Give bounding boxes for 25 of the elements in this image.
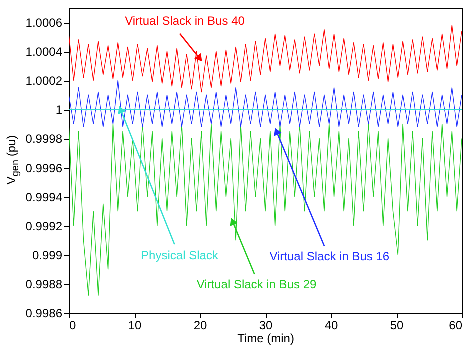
y-tick-label: 1.0006 — [26, 16, 63, 30]
y-tick-label: 0.9992 — [26, 219, 63, 234]
line-series — [69, 25, 462, 93]
x-tick-label: 40 — [324, 318, 338, 332]
annotation: Virtual Slack in Bus 29 — [196, 278, 317, 292]
x-tick-label: 60 — [449, 318, 463, 332]
y-tick-label: 1.0002 — [26, 74, 63, 88]
line-series — [69, 124, 462, 296]
x-tick-label: 50 — [390, 318, 404, 332]
x-axis-title: Time (min) — [238, 332, 294, 346]
y-tick-label: 1.0004 — [26, 45, 63, 60]
y-tick-label: 0.999 — [32, 248, 63, 262]
y-tick-label: 0.9996 — [26, 161, 63, 176]
x-tick-label: 30 — [259, 318, 273, 332]
x-tick-label: 10 — [128, 318, 142, 332]
annotation: Virtual Slack in Bus 40 — [125, 14, 246, 28]
annotation: Physical Slack — [141, 248, 220, 263]
x-tick-label: 0 — [70, 318, 76, 332]
y-tick-label: 0.9988 — [26, 277, 63, 292]
x-tick-label: 20 — [194, 318, 208, 332]
y-tick-label: 0.9994 — [26, 190, 63, 204]
y-tick-label: 0.9998 — [26, 132, 63, 146]
y-tick-label: 1 — [56, 103, 63, 118]
annotation: Virtual Slack in Bus 16 — [270, 249, 390, 264]
y-tick-label: 0.9986 — [26, 306, 63, 320]
